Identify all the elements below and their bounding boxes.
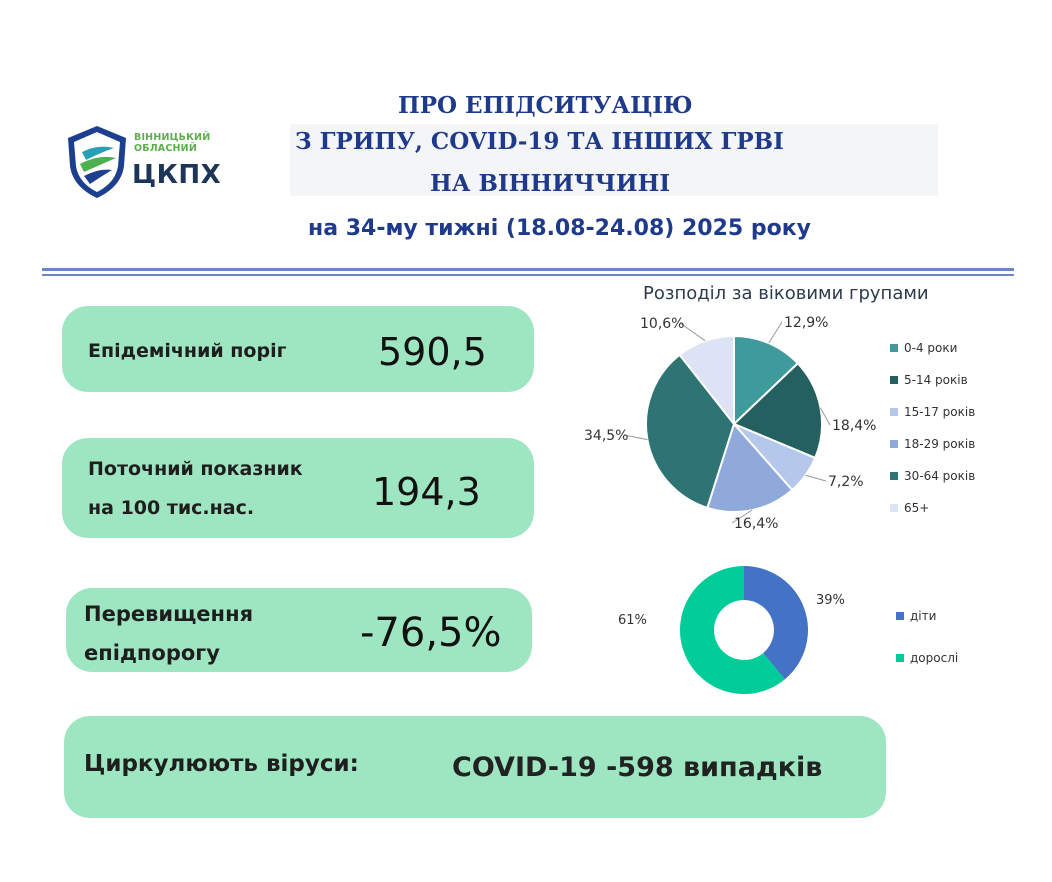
age-chart-title: Розподіл за віковими групами: [643, 283, 929, 304]
legend-swatch-3: [890, 440, 898, 448]
current-rate-value: 194,3: [372, 470, 481, 514]
legend-label-4: 30-64 років: [904, 469, 975, 483]
threshold-value: 590,5: [378, 330, 487, 374]
leader-line-5: [679, 322, 706, 342]
current-rate-label-1: Поточний показник: [88, 458, 303, 480]
divider-line: [42, 274, 1014, 276]
legend-swatch-2: [890, 408, 898, 416]
current-rate-label-2: на 100 тис.нас.: [88, 497, 255, 519]
pie-data-label-3: 16,4%: [734, 516, 778, 532]
pie-slice-4: [645, 353, 736, 510]
viruses-label: Циркулюють віруси:: [84, 751, 359, 777]
excess-label-1: Перевищення: [84, 602, 254, 626]
donut-data-label-0: 39%: [816, 593, 845, 608]
legend-swatch-4: [890, 472, 898, 480]
title-background: [290, 124, 938, 196]
pie-slice-1: [732, 361, 823, 460]
page-subtitle: на 34-му тижні (18.08-24.08) 2025 року: [308, 216, 811, 241]
donut-slice-0: [744, 566, 808, 680]
donut-data-label-1: 61%: [618, 613, 647, 628]
leader-line-3: [731, 509, 753, 524]
threshold-card: [62, 306, 534, 392]
leader-line-2: [805, 474, 827, 482]
leader-line-0: [768, 321, 783, 344]
leader-line-1: [820, 407, 831, 426]
pie-data-label-0: 12,9%: [784, 315, 828, 331]
donut-slice-1: [680, 566, 785, 694]
logo-shield-icon: [68, 126, 126, 198]
excess-label-2: епідпорогу: [84, 641, 220, 665]
pie-data-label-1: 18,4%: [832, 418, 876, 434]
current-rate-card: [62, 438, 534, 538]
legend-label-2: 15-17 років: [904, 405, 975, 419]
age-pie-chart: 12,9% 18,4% 7,2% 16,4% 34,5% 10,6% 0-4 роки 5-1…: [584, 315, 975, 532]
legend-label-5: 65+: [904, 501, 929, 515]
legend-swatch-1: [890, 376, 898, 384]
title-line-1: ПРО ЕПІДСИТУАЦІЮ: [398, 92, 693, 119]
children-adults-donut-chart: 39% 61% діти дорослі: [618, 566, 958, 694]
threshold-label: Епідемічний поріг: [88, 340, 287, 362]
logo-name: ЦКПХ: [132, 160, 222, 190]
legend-label-1: 5-14 років: [904, 373, 968, 387]
logo-line-2: ОБЛАСНИЙ: [134, 143, 197, 154]
pie-data-label-5: 10,6%: [640, 316, 684, 332]
leader-line-4: [623, 434, 648, 441]
legend-label-0: 0-4 роки: [904, 341, 957, 355]
donut-legend-swatch-0: [896, 612, 904, 620]
viruses-card: [64, 716, 886, 818]
viruses-value: COVID-19 -598 випадків: [452, 752, 823, 783]
legend-swatch-5: [890, 504, 898, 512]
title-line-2: З ГРИПУ, COVID-19 ТА ІНШИХ ГРВІ: [295, 128, 784, 155]
donut-legend-label-0: діти: [910, 609, 936, 623]
excess-value: -76,5%: [360, 610, 502, 656]
divider-line: [42, 268, 1014, 271]
excess-card: [66, 588, 532, 672]
pie-slice-0: [733, 334, 800, 427]
logo-subtitle: ВІННИЦЬКИЙ ОБЛАСНИЙ: [134, 132, 210, 154]
pie-data-label-2: 7,2%: [828, 474, 864, 490]
logo-line-1: ВІННИЦЬКИЙ: [134, 132, 211, 143]
pie-data-label-4: 34,5%: [584, 428, 628, 444]
legend-swatch-0: [890, 344, 898, 352]
donut-legend-swatch-1: [896, 654, 904, 662]
legend-label-3: 18-29 років: [904, 437, 975, 451]
donut-legend-label-1: дорослі: [910, 651, 958, 665]
title-line-3: НА ВІННИЧЧИНІ: [430, 170, 671, 197]
